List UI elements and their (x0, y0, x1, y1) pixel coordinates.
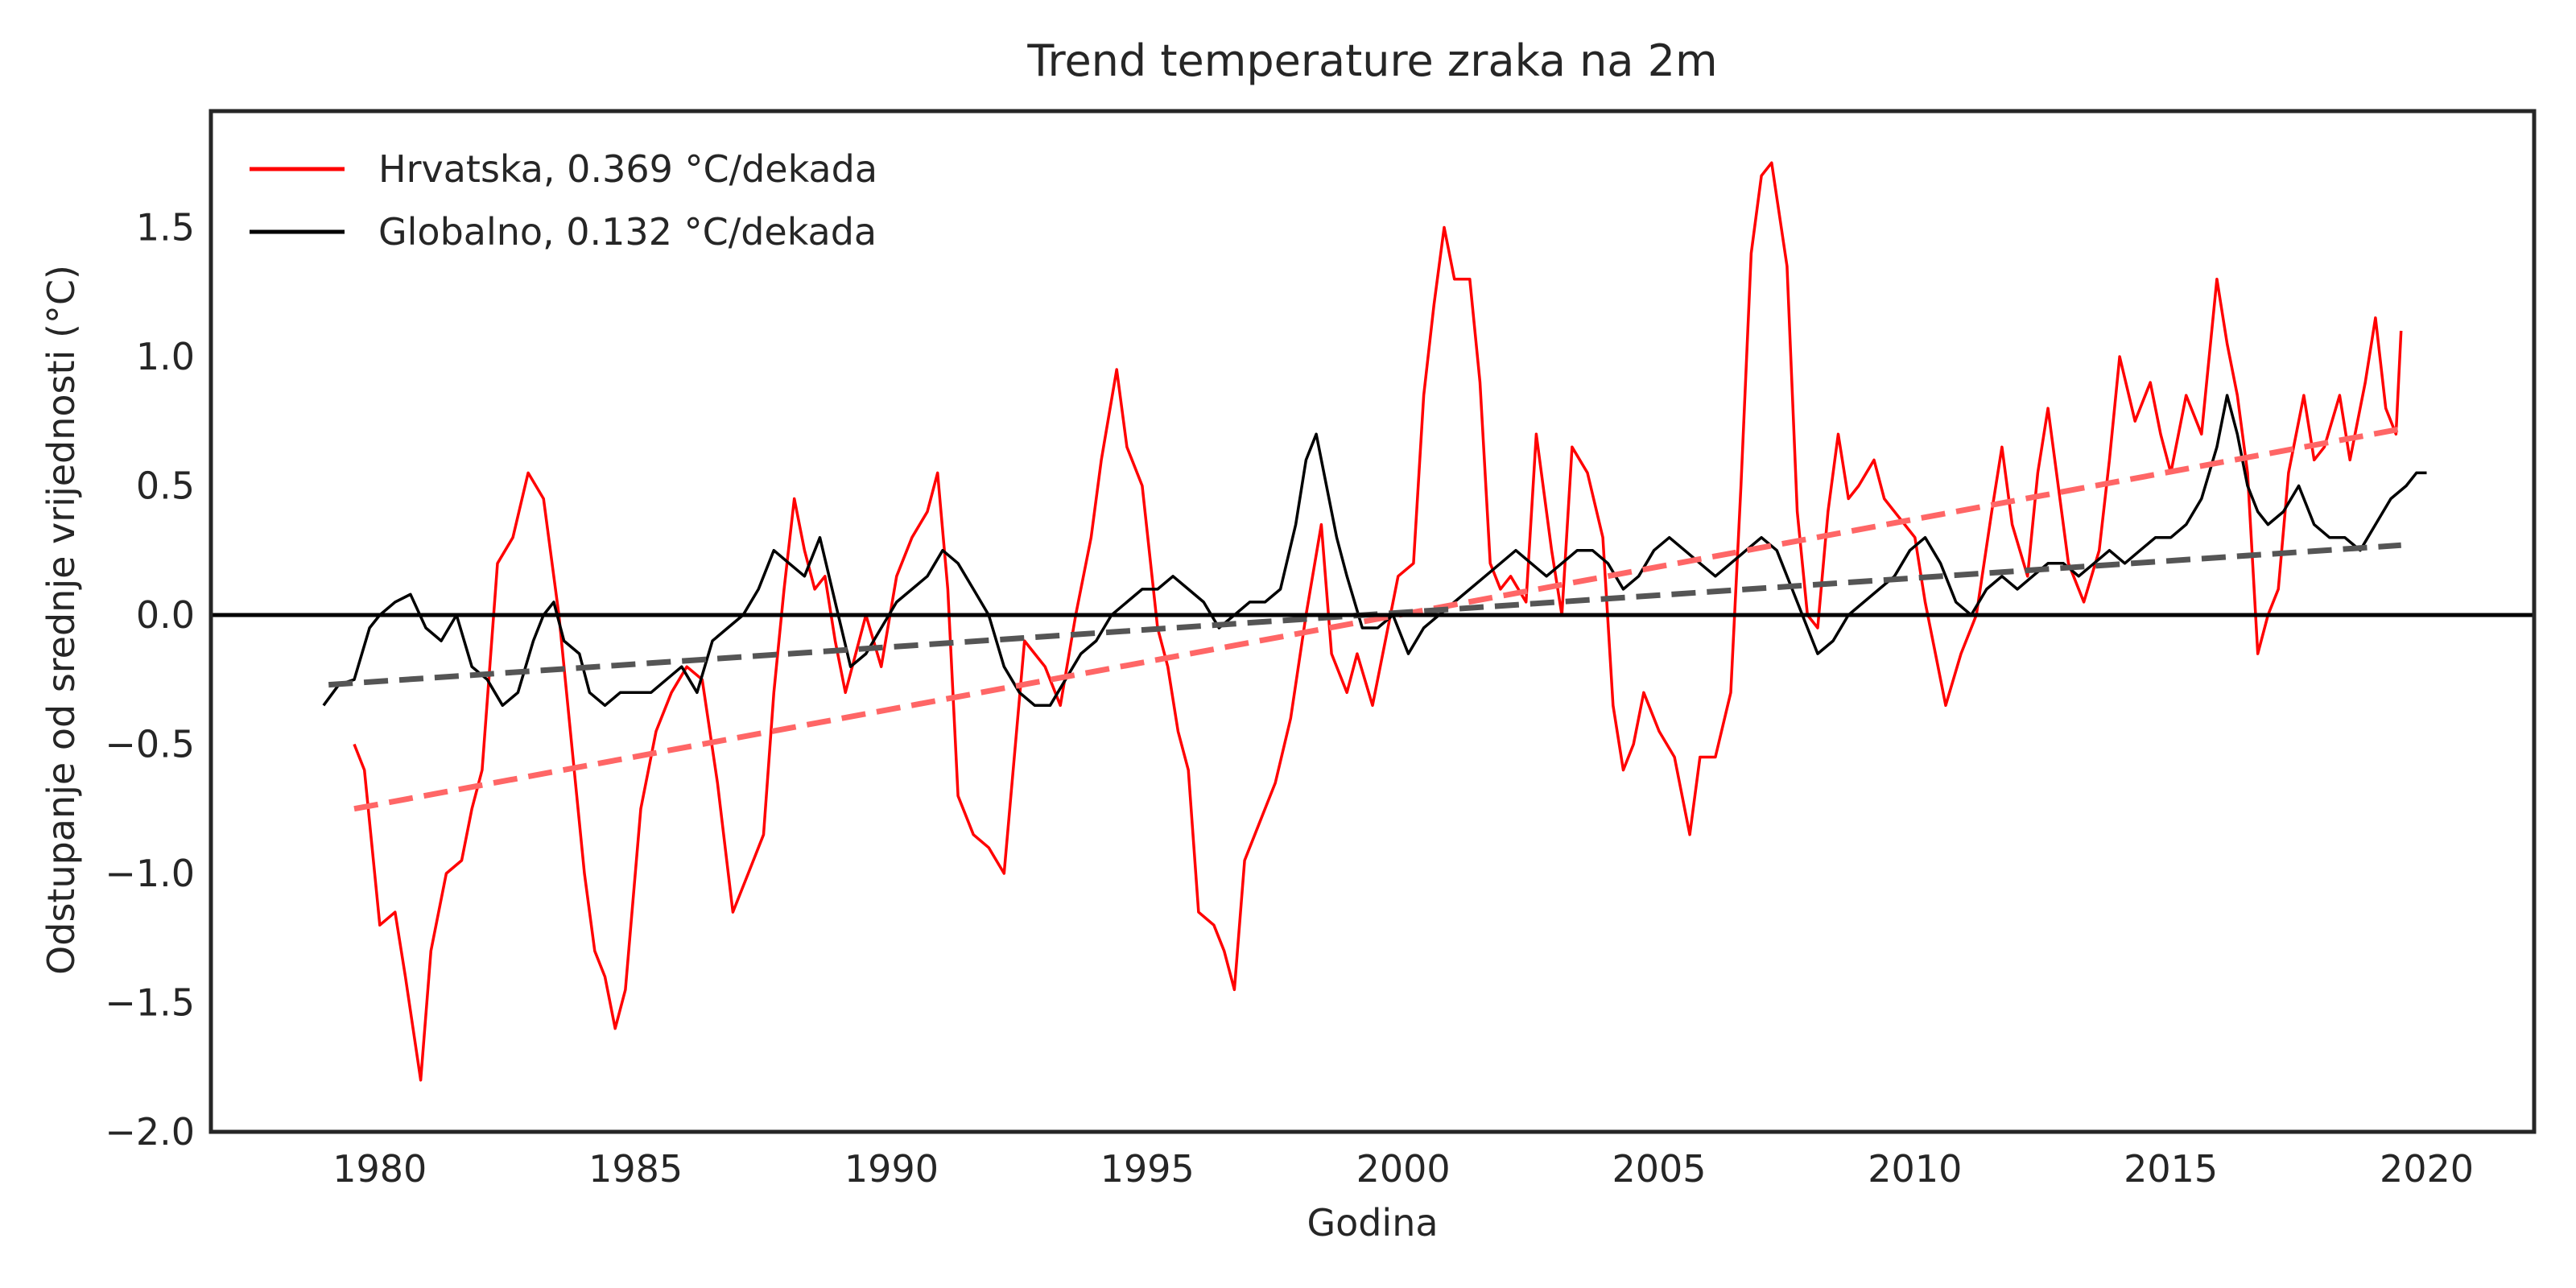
x-tick-label: 2000 (1356, 1147, 1451, 1191)
legend: Hrvatska, 0.369 °C/dekada Globalno, 0.13… (250, 147, 877, 254)
y-tick-label: 0.0 (136, 593, 195, 637)
x-tick-label: 2020 (2380, 1147, 2474, 1191)
y-tick-label: 1.5 (136, 205, 195, 249)
y-tick-label: −2.0 (105, 1110, 195, 1154)
x-axis-label: Godina (1307, 1201, 1438, 1245)
trend-line-hrvatska (353, 426, 2402, 812)
y-axis-ticks: −2.0 −1.5 −1.0 −0.5 0.0 0.5 1.0 1.5 (105, 205, 195, 1154)
x-axis-ticks: 1980 1985 1990 1995 2000 2005 2010 2015 2020 (332, 1147, 2474, 1191)
y-tick-label: −0.5 (105, 722, 195, 766)
y-axis-label: Odstupanje od srednje vrijednosti (°C) (39, 265, 83, 975)
plot-frame (208, 109, 2537, 1134)
y-tick-label: −1.0 (105, 852, 195, 895)
chart-title: Trend temperature zraka na 2m (1026, 35, 1717, 86)
x-tick-label: 2010 (1868, 1147, 1962, 1191)
x-tick-label: 1995 (1100, 1147, 1195, 1191)
x-tick-label: 1985 (588, 1147, 683, 1191)
x-tick-label: 2015 (2124, 1147, 2218, 1191)
y-tick-label: −1.5 (105, 980, 195, 1024)
legend-label-hrvatska: Hrvatska, 0.369 °C/dekada (378, 147, 877, 191)
x-tick-label: 1980 (332, 1147, 427, 1191)
legend-label-globalno: Globalno, 0.132 °C/dekada (378, 210, 877, 254)
y-tick-label: 0.5 (136, 464, 195, 507)
series-line-hrvatska (353, 161, 2403, 1082)
plot-area (211, 161, 2534, 1082)
y-tick-label: 1.0 (136, 335, 195, 378)
x-tick-label: 1990 (844, 1147, 939, 1191)
series-line-globalno (322, 394, 2427, 708)
x-tick-label: 2005 (1612, 1147, 1706, 1191)
